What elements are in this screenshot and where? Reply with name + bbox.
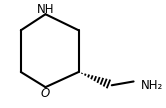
Text: NH: NH [37,3,54,16]
Text: O: O [41,87,50,100]
Text: NH₂: NH₂ [141,79,163,92]
